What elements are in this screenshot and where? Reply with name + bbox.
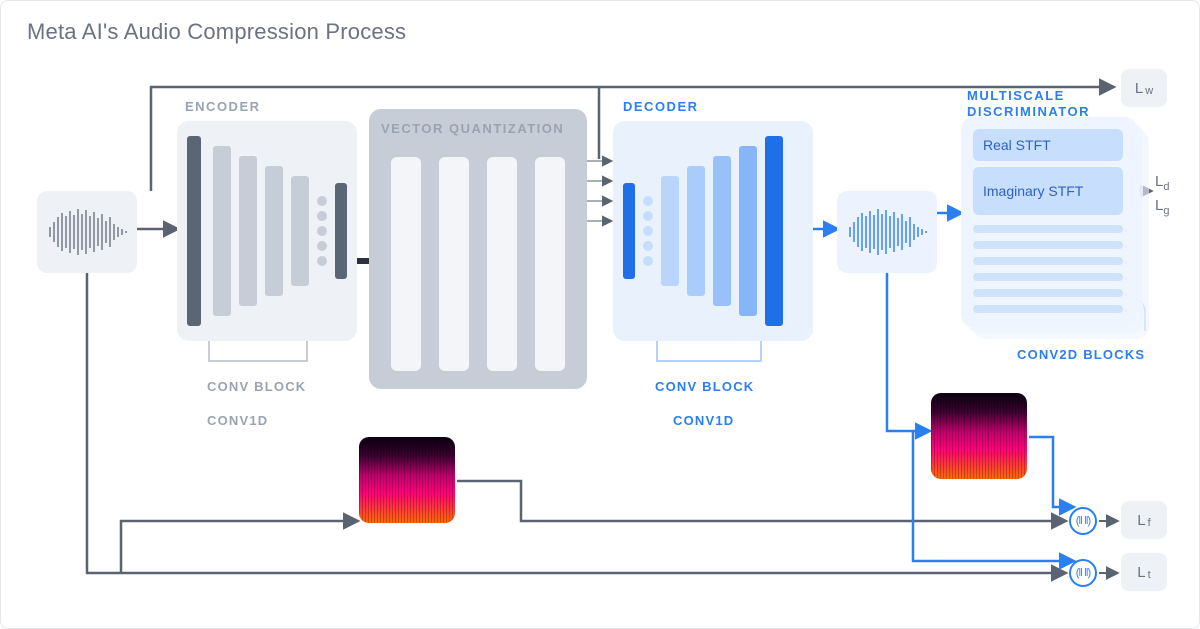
diagram-canvas: Meta AI's Audio Compression Process bbox=[0, 0, 1200, 629]
loss-lg: Lg bbox=[1155, 197, 1169, 217]
discriminator-label: MULTISCALE DISCRIMINATOR bbox=[967, 88, 1147, 119]
decoder-label: DECODER bbox=[623, 99, 699, 114]
output-waveform bbox=[837, 191, 937, 273]
decoder-conv1d-label: CONV1D bbox=[673, 413, 734, 428]
disc-conv2d-label: CONV2D BLOCKS bbox=[1017, 347, 1145, 362]
compare-node-t: (‖ ‖) bbox=[1069, 559, 1097, 587]
compare-node-f: (‖ ‖) bbox=[1069, 507, 1097, 535]
loss-ld: Ld bbox=[1155, 173, 1169, 193]
vq-panel bbox=[369, 109, 587, 389]
page-title: Meta AI's Audio Compression Process bbox=[27, 19, 406, 45]
waveform-icon bbox=[844, 207, 930, 257]
decoder-panel bbox=[613, 121, 813, 341]
vq-label: VECTOR QUANTIZATION bbox=[381, 121, 564, 136]
encoder-convblock-label: CONV BLOCK bbox=[207, 379, 306, 394]
input-waveform bbox=[37, 191, 137, 273]
discriminator-panel: Real STFT Imaginary STFT bbox=[961, 117, 1137, 327]
loss-lw: Lw bbox=[1121, 69, 1167, 107]
loss-lt: Lt bbox=[1121, 553, 1167, 591]
loss-lf: Lf bbox=[1121, 501, 1167, 539]
encoder-panel bbox=[177, 121, 357, 341]
spectrogram-right bbox=[931, 393, 1027, 479]
waveform-icon bbox=[44, 207, 130, 257]
decoder-convblock-label: CONV BLOCK bbox=[655, 379, 754, 394]
disc-chip-real: Real STFT bbox=[973, 129, 1123, 161]
spectrogram-left bbox=[359, 437, 455, 523]
encoder-label: ENCODER bbox=[185, 99, 261, 114]
disc-chip-imag: Imaginary STFT bbox=[973, 167, 1123, 215]
encoder-conv1d-label: CONV1D bbox=[207, 413, 268, 428]
